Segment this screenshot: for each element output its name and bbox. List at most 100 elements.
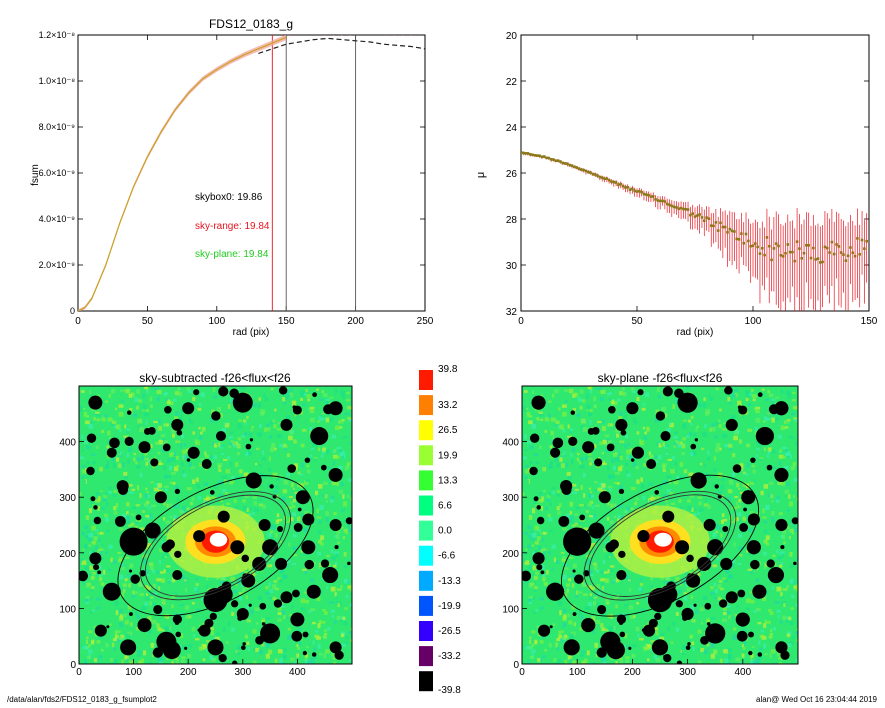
mu-point — [793, 259, 797, 263]
map-noise — [106, 461, 110, 466]
map-noise — [615, 433, 620, 438]
map-noise — [293, 439, 297, 444]
mask-blob — [700, 635, 709, 645]
map-noise — [220, 444, 225, 448]
map-noise — [176, 497, 180, 502]
map-noise — [81, 449, 85, 452]
map-noise — [350, 496, 352, 501]
map-noise — [103, 569, 106, 575]
map-noise — [227, 621, 231, 626]
map-noise — [346, 405, 352, 410]
map-noise — [264, 641, 269, 646]
map-noise — [84, 468, 88, 472]
map-noise — [548, 642, 552, 648]
mu-point — [672, 205, 676, 209]
map-noise — [725, 604, 730, 607]
map-noise — [639, 440, 645, 446]
map-noise — [335, 595, 338, 599]
map-noise — [195, 440, 200, 446]
map-noise — [589, 408, 593, 412]
map-noise — [784, 489, 789, 494]
map-noise — [81, 531, 85, 536]
map-noise — [769, 629, 773, 633]
map-noise — [96, 571, 100, 577]
map-noise — [666, 475, 672, 479]
map-noise — [83, 411, 88, 417]
map-noise — [752, 469, 757, 474]
map-noise — [562, 429, 565, 433]
map-noise — [310, 608, 316, 612]
map-noise — [127, 604, 132, 610]
map-noise — [644, 458, 649, 461]
map-noise — [280, 540, 283, 544]
map-noise — [618, 455, 623, 461]
map-noise — [325, 400, 329, 406]
map-noise — [292, 562, 296, 566]
map-noise — [174, 504, 179, 509]
map-noise — [268, 456, 271, 461]
map-noise — [325, 449, 330, 454]
map-noise — [173, 657, 179, 660]
map-noise — [187, 653, 192, 658]
map-noise — [177, 442, 180, 446]
map-noise — [152, 569, 156, 573]
map-noise — [556, 494, 560, 497]
map-noise — [588, 595, 594, 601]
map-noise — [744, 484, 747, 488]
mask-blob — [549, 625, 553, 629]
map-noise — [766, 413, 771, 418]
map-noise — [312, 640, 315, 645]
map-noise — [662, 469, 666, 472]
mask-blob — [130, 574, 140, 584]
colorbar-label: -33.2 — [438, 651, 461, 662]
map-noise — [128, 447, 132, 452]
map-noise — [289, 613, 292, 617]
map-noise — [551, 490, 556, 495]
map-noise — [692, 646, 695, 652]
map-noise — [541, 564, 545, 570]
map-noise — [572, 484, 577, 487]
map-noise — [709, 397, 713, 401]
map-noise — [771, 417, 775, 423]
map-noise — [788, 616, 792, 621]
mu-point — [589, 171, 592, 174]
map-noise — [594, 504, 600, 508]
map-noise — [263, 393, 266, 398]
annotation-sky-plane: sky-plane: 19.84 — [195, 249, 269, 260]
map-noise — [698, 501, 702, 506]
mask-blob — [230, 600, 239, 608]
map-noise — [531, 630, 536, 634]
map-noise — [555, 661, 561, 664]
map-noise — [89, 573, 92, 577]
map-noise — [650, 640, 656, 643]
map-noise — [171, 626, 174, 629]
map-noise — [169, 597, 173, 601]
map-noise — [325, 417, 330, 423]
sky-plane-frame — [521, 385, 799, 665]
mu-point — [777, 244, 780, 248]
map-noise — [673, 431, 679, 434]
map-noise — [539, 606, 545, 610]
mask-blob — [153, 604, 163, 615]
mask-blob — [93, 564, 100, 571]
map-noise — [81, 475, 85, 480]
map-noise — [88, 424, 94, 429]
map-noise — [228, 444, 232, 449]
mask-blob — [677, 392, 698, 413]
mask-blob — [93, 505, 98, 510]
map-noise — [130, 513, 136, 516]
map-noise — [203, 643, 207, 649]
mu-point — [758, 252, 762, 255]
fsum-plot-frame — [77, 34, 426, 312]
map-noise — [641, 407, 646, 411]
map-noise — [794, 631, 798, 635]
map-noise — [350, 560, 352, 564]
mu-point — [742, 241, 746, 245]
map-noise — [337, 541, 340, 544]
mask-blob — [685, 645, 691, 651]
map-noise — [771, 517, 775, 523]
map-noise — [756, 439, 759, 444]
fsum-ytick-label: 2.0×10⁻⁹ — [39, 260, 76, 270]
map-noise — [118, 636, 124, 640]
mask-blob — [323, 404, 334, 415]
